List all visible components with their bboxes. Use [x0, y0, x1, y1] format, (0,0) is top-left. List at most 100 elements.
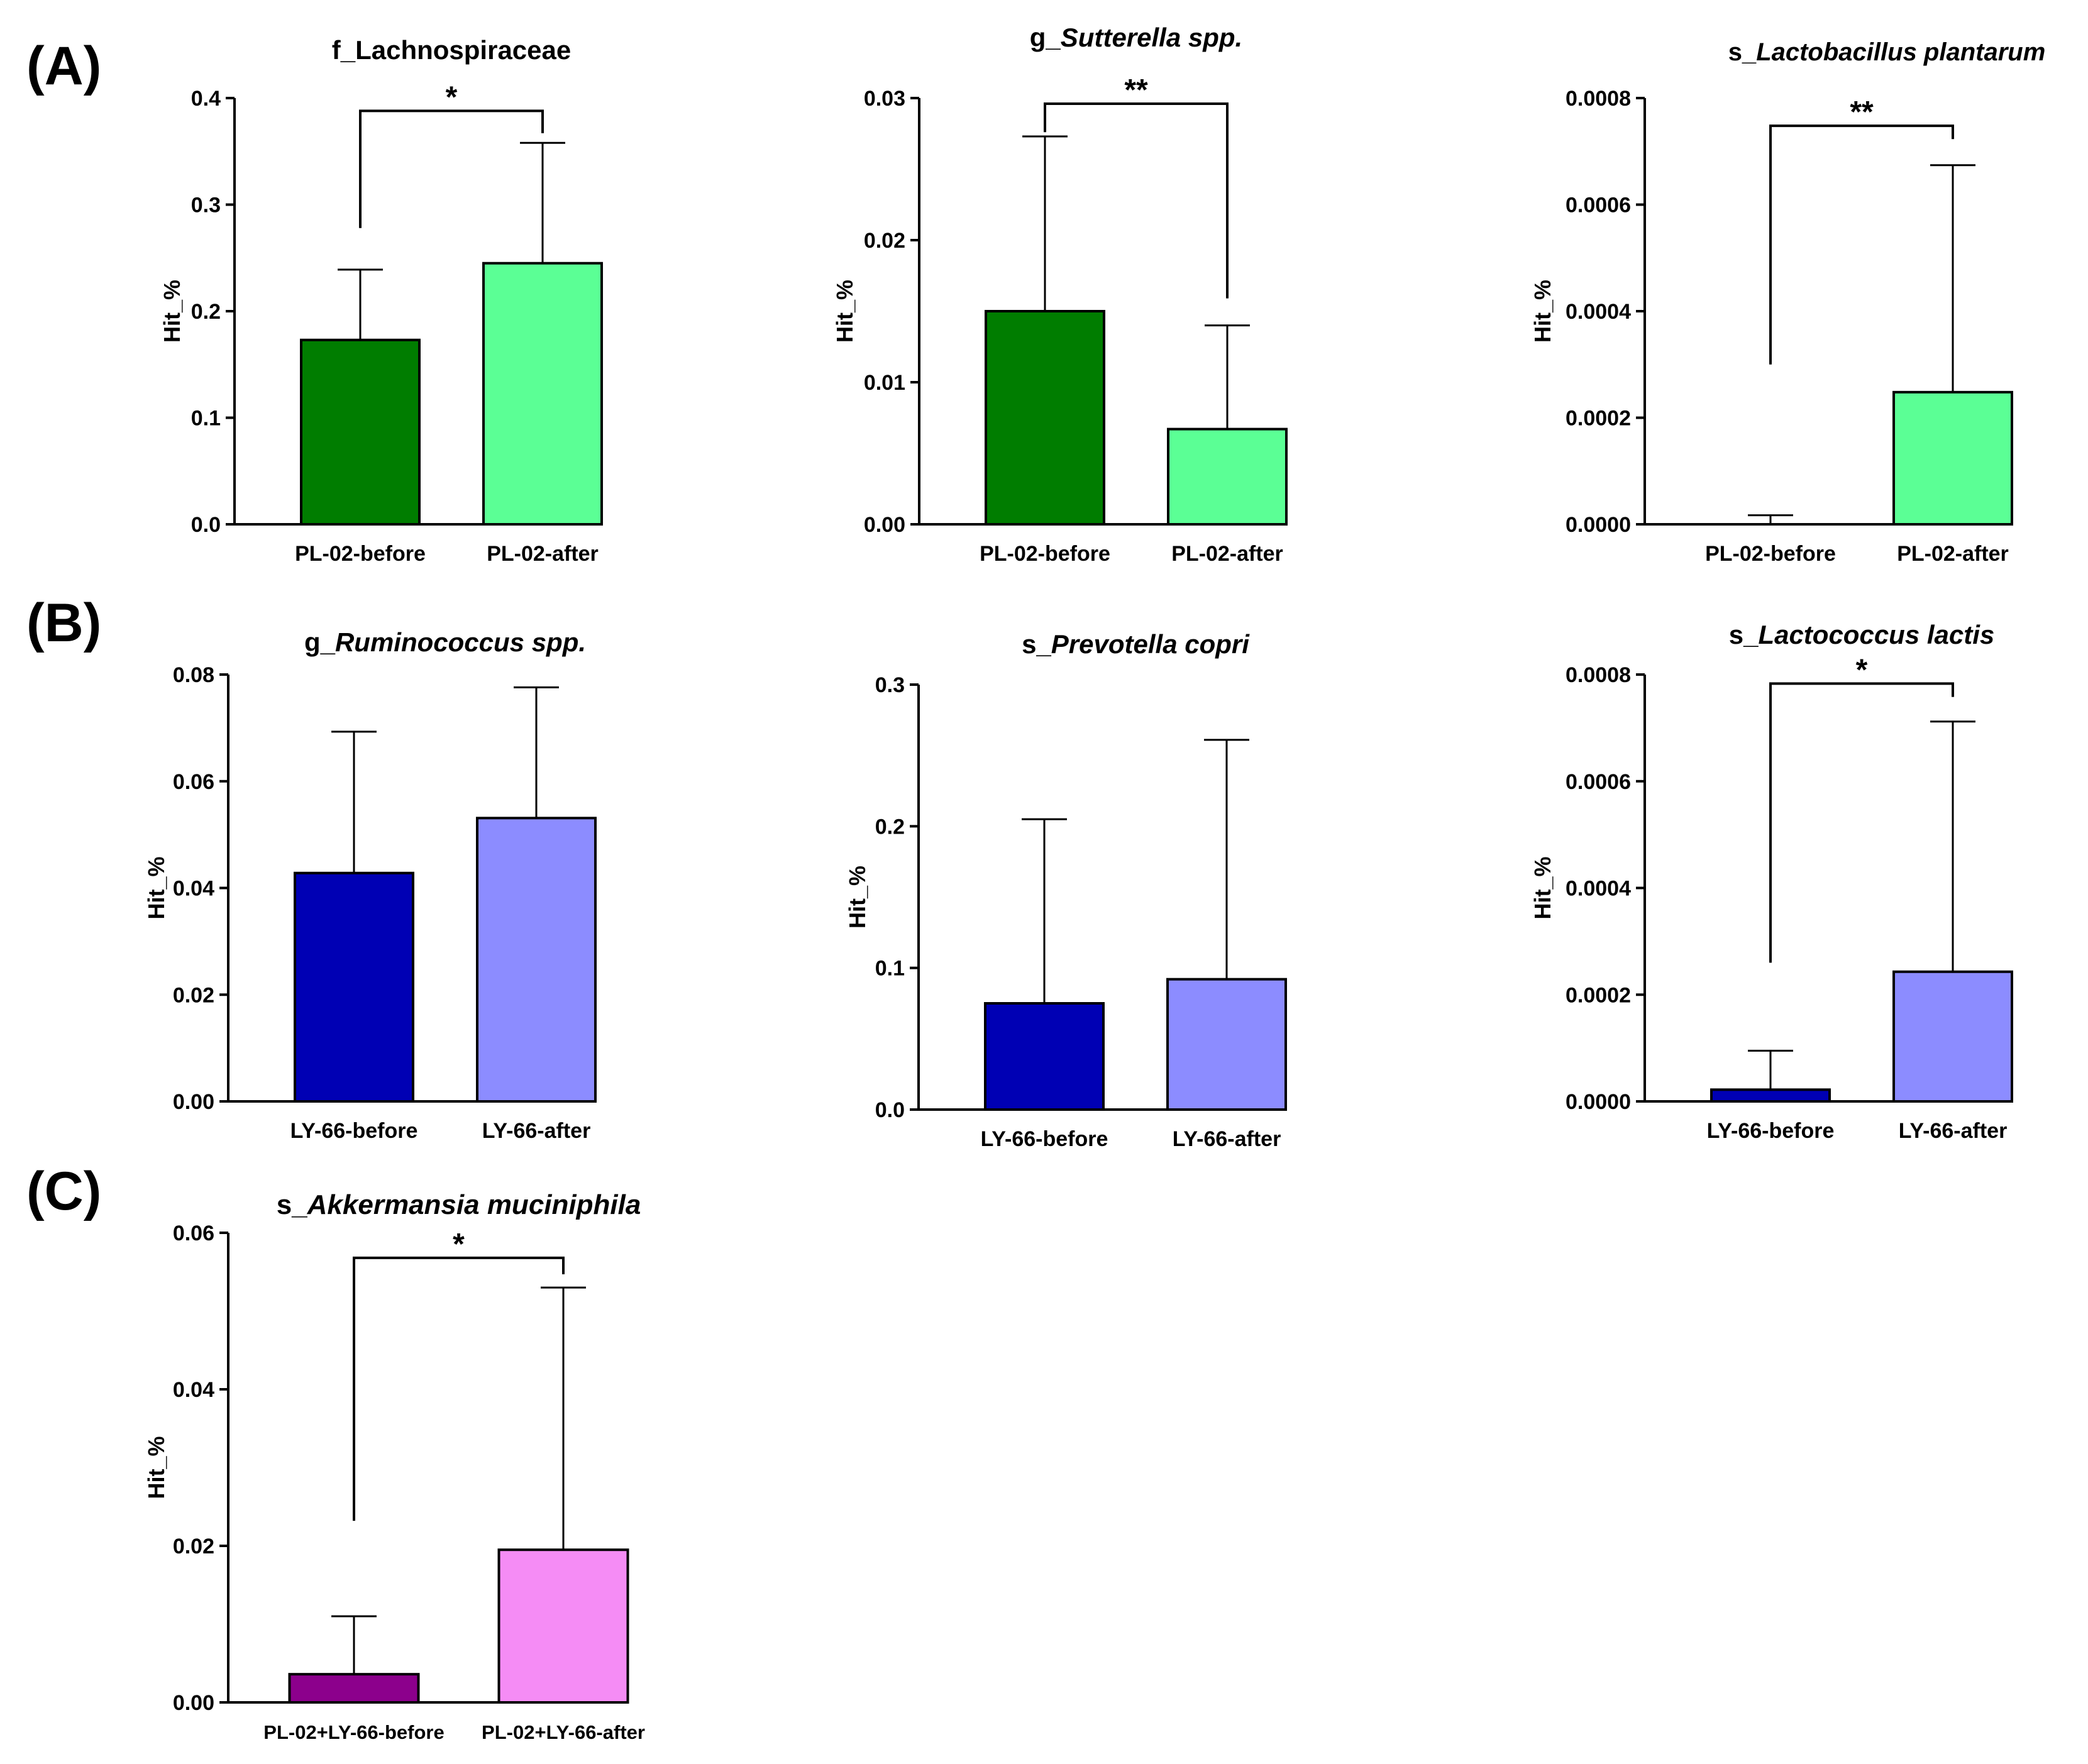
- panel-label-b: (B): [26, 593, 102, 653]
- y-tick-label: 0.3: [875, 673, 905, 697]
- x-category-label: PL-02-before: [1705, 542, 1836, 566]
- y-tick-label: 0.0006: [1566, 194, 1631, 218]
- y-tick-label: 0.0000: [1566, 1090, 1631, 1114]
- y-tick-label: 0.0004: [1566, 300, 1631, 324]
- y-axis-label: Hit_%: [1530, 856, 1555, 919]
- x-category-label: PL-02-after: [1171, 542, 1283, 566]
- significance-bracket: [359, 109, 544, 228]
- y-axis-label: Hit_%: [143, 856, 169, 919]
- x-category-label: PL-02-after: [487, 542, 599, 566]
- y-tick-label: 0.0004: [1566, 877, 1631, 901]
- chart-title-prefix: s_: [277, 1189, 307, 1220]
- bar: [1166, 978, 1287, 1111]
- panel-label-c: (C): [26, 1161, 102, 1221]
- y-tick-label: 0.04: [173, 877, 214, 901]
- chart-title-prefix: s_: [1728, 38, 1757, 66]
- y-tick-label: 0.0: [191, 513, 221, 537]
- bar: [497, 1548, 629, 1704]
- y-tick-label: 0.08: [173, 663, 214, 687]
- y-tick-label: 0.1: [875, 957, 905, 981]
- bar: [476, 817, 597, 1103]
- chart-title-prefix: g_: [1030, 23, 1061, 52]
- x-category-label: PL-02-after: [1897, 542, 2009, 566]
- bar: [294, 871, 414, 1103]
- x-category-label: PL-02+LY-66-after: [482, 1721, 645, 1743]
- y-tick-label: 0.4: [191, 87, 221, 111]
- y-tick-label: 0.0002: [1566, 983, 1631, 1007]
- chart-title-prefix: f_Lachnospiraceae: [332, 35, 572, 65]
- significance-bracket: [353, 1256, 565, 1521]
- y-tick-label: 0.0002: [1566, 407, 1631, 431]
- bar: [1892, 390, 2013, 526]
- chart-title: f_Lachnospiraceae: [332, 35, 572, 65]
- bar: [1167, 427, 1288, 526]
- chart-title: g_Sutterella spp.: [1030, 23, 1242, 52]
- y-tick-label: 0.01: [864, 371, 905, 395]
- x-category-label: LY-66-before: [290, 1119, 418, 1143]
- chart-title-prefix: s_: [1729, 620, 1759, 649]
- chart-title-italic: Ruminococcus spp.: [335, 627, 586, 657]
- x-category-label: LY-66-before: [981, 1127, 1108, 1151]
- y-tick-label: 0.0008: [1566, 87, 1631, 111]
- y-tick-label: 0.0006: [1566, 770, 1631, 794]
- y-tick-label: 0.00: [173, 1090, 214, 1114]
- chart-title: s_Lactococcus lactis: [1729, 620, 1995, 649]
- bar: [984, 1002, 1105, 1111]
- chart-title: s_Lactobacillus plantarum: [1728, 38, 2046, 66]
- y-tick-label: 0.03: [864, 87, 905, 111]
- x-category-label: LY-66-after: [482, 1119, 591, 1143]
- x-category-label: PL-02+LY-66-before: [263, 1721, 444, 1743]
- significance-marker: **: [1124, 74, 1148, 107]
- x-category-label: LY-66-after: [1899, 1119, 2008, 1143]
- y-tick-label: 0.04: [173, 1378, 214, 1402]
- bar: [1710, 1088, 1831, 1103]
- y-tick-label: 0.02: [173, 1535, 214, 1558]
- x-category-label: PL-02-before: [295, 542, 426, 566]
- y-axis-label: Hit_%: [844, 866, 870, 929]
- panel-label-a: (A): [26, 36, 102, 96]
- y-tick-label: 0.1: [191, 407, 221, 431]
- significance-marker: *: [453, 1228, 465, 1261]
- y-tick-label: 0.3: [191, 194, 221, 218]
- significance-marker: *: [446, 80, 458, 114]
- chart-title: g_Ruminococcus spp.: [304, 627, 586, 657]
- y-tick-label: 0.00: [173, 1691, 214, 1715]
- y-axis-label: Hit_%: [832, 280, 858, 343]
- significance-bracket: [1769, 124, 1954, 365]
- y-tick-label: 0.0008: [1566, 663, 1631, 687]
- x-category-label: LY-66-before: [1707, 1119, 1835, 1143]
- chart-title-italic: Lactobacillus plantarum: [1756, 38, 2045, 66]
- y-tick-label: 0.02: [864, 229, 905, 253]
- significance-bracket: [1769, 682, 1954, 963]
- bar: [1892, 970, 2013, 1103]
- bar: [300, 338, 421, 526]
- bar: [985, 310, 1105, 526]
- chart-title-italic: Prevotella copri: [1051, 629, 1250, 659]
- y-tick-label: 0.06: [173, 1221, 214, 1245]
- chart-title-prefix: s_: [1022, 629, 1051, 659]
- chart-title-italic: Sutterella spp.: [1061, 23, 1242, 52]
- bar: [482, 262, 603, 526]
- significance-marker: *: [1856, 653, 1868, 686]
- chart-title: s_Akkermansia muciniphila: [277, 1189, 641, 1220]
- y-tick-label: 0.06: [173, 770, 214, 794]
- y-tick-label: 0.00: [864, 513, 905, 537]
- y-tick-label: 0.2: [875, 815, 905, 839]
- chart-title-prefix: g_: [304, 627, 336, 657]
- y-tick-label: 0.02: [173, 983, 214, 1007]
- y-axis-label: Hit_%: [143, 1436, 169, 1499]
- significance-marker: **: [1850, 96, 1874, 129]
- x-category-label: LY-66-after: [1173, 1127, 1281, 1151]
- significance-bracket: [1044, 102, 1229, 299]
- y-axis-label: Hit_%: [159, 280, 185, 343]
- bar: [288, 1673, 420, 1704]
- y-tick-label: 0.0: [875, 1098, 905, 1122]
- y-tick-label: 0.2: [191, 300, 221, 324]
- y-tick-label: 0.0000: [1566, 513, 1631, 537]
- chart-title-italic: Lactococcus lactis: [1758, 620, 1994, 649]
- chart-title: s_Prevotella copri: [1022, 629, 1250, 659]
- chart-title-italic: Akkermansia muciniphila: [307, 1189, 641, 1220]
- y-axis-label: Hit_%: [1530, 280, 1555, 343]
- x-category-label: PL-02-before: [980, 542, 1110, 566]
